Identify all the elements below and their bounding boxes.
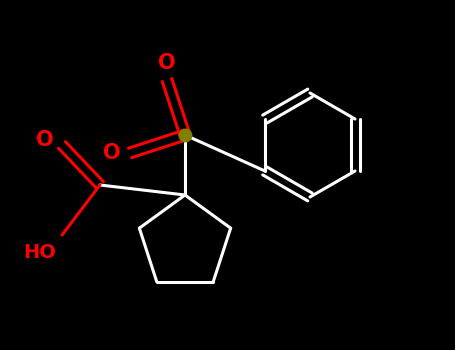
Text: O: O [103, 143, 121, 163]
Text: HO: HO [24, 244, 56, 262]
Text: O: O [36, 130, 54, 150]
Text: O: O [158, 53, 176, 73]
